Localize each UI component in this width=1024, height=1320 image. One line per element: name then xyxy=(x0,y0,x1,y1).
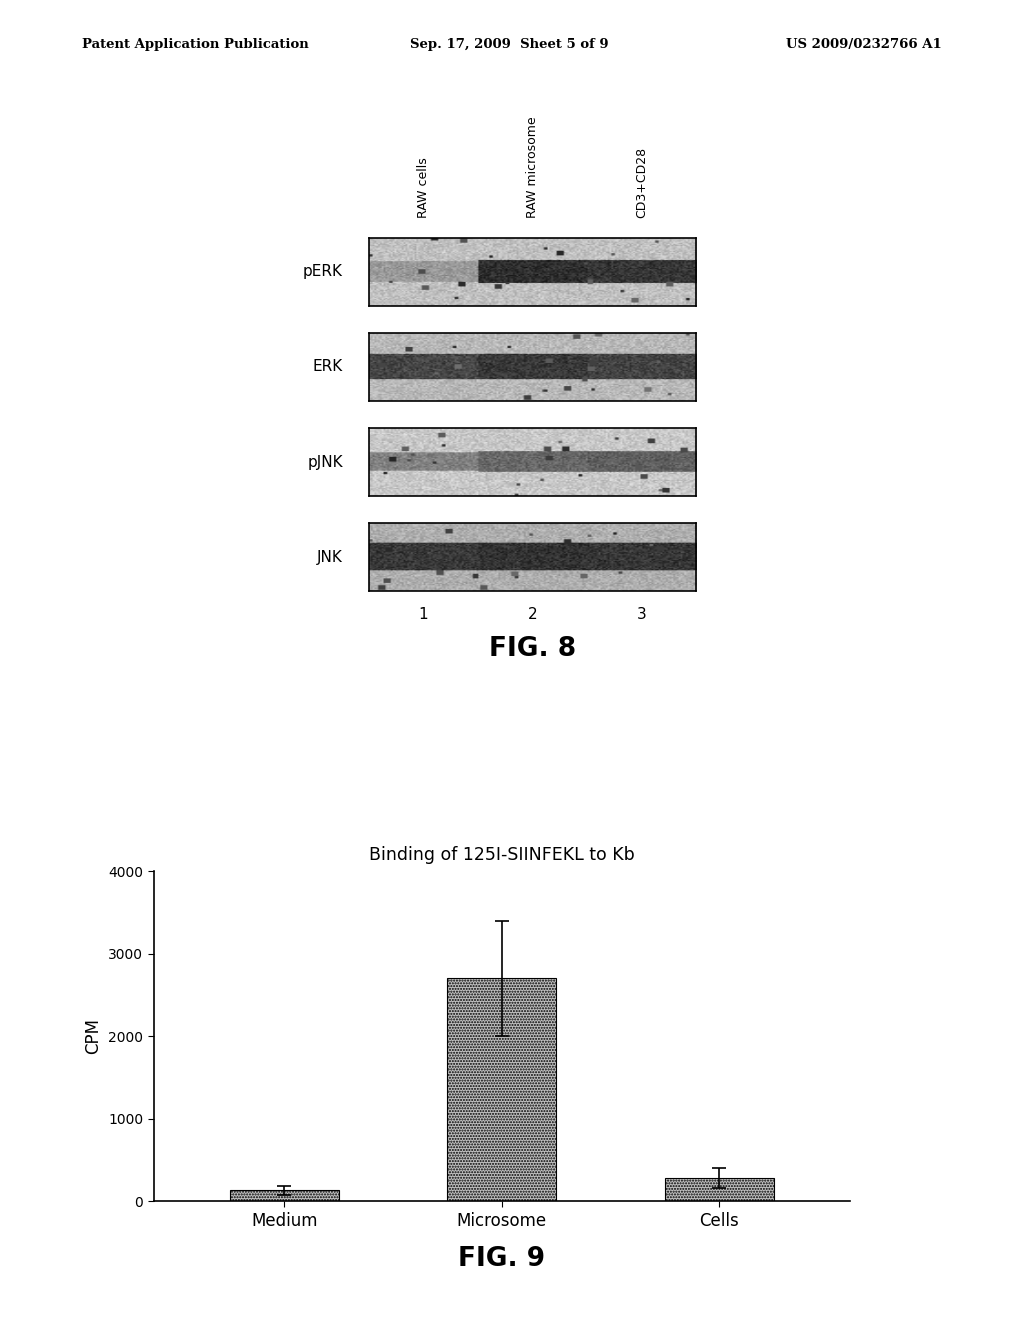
Text: 2: 2 xyxy=(527,607,538,622)
Text: 3: 3 xyxy=(637,607,646,622)
Bar xyxy=(447,978,556,1201)
Text: CD3+CD28: CD3+CD28 xyxy=(635,147,648,218)
Text: RAW cells: RAW cells xyxy=(417,157,430,218)
Text: US 2009/0232766 A1: US 2009/0232766 A1 xyxy=(786,38,942,51)
Text: FIG. 9: FIG. 9 xyxy=(458,1246,546,1272)
Text: JNK: JNK xyxy=(317,549,343,565)
Text: 1: 1 xyxy=(419,607,428,622)
Text: RAW microsome: RAW microsome xyxy=(526,116,539,218)
Bar xyxy=(665,1177,774,1201)
Text: pERK: pERK xyxy=(303,264,343,280)
Text: FIG. 8: FIG. 8 xyxy=(488,636,577,663)
Text: Sep. 17, 2009  Sheet 5 of 9: Sep. 17, 2009 Sheet 5 of 9 xyxy=(410,38,608,51)
Title: Binding of 125I-SIINFEKL to Kb: Binding of 125I-SIINFEKL to Kb xyxy=(369,846,635,865)
Text: pJNK: pJNK xyxy=(307,454,343,470)
Text: Patent Application Publication: Patent Application Publication xyxy=(82,38,308,51)
Bar xyxy=(229,1191,339,1201)
Text: ERK: ERK xyxy=(312,359,343,375)
Y-axis label: CPM: CPM xyxy=(85,1018,102,1055)
